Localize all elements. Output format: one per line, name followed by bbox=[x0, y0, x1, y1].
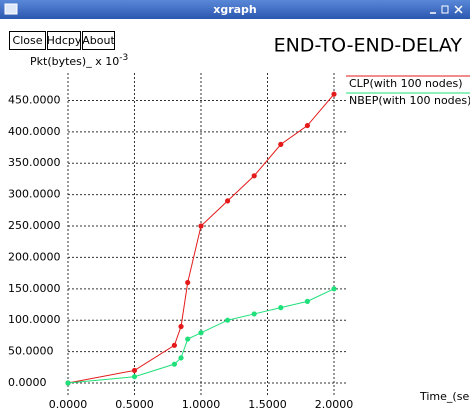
y-tick-label: 50.0000 bbox=[8, 345, 54, 358]
x-tick-label: 1.0000 bbox=[182, 398, 221, 410]
title-bar bbox=[0, 0, 470, 19]
data-point bbox=[331, 286, 337, 292]
window-icon bbox=[4, 3, 18, 15]
data-point bbox=[225, 317, 231, 323]
about-button-label[interactable]: About bbox=[82, 34, 115, 47]
data-point bbox=[251, 173, 257, 179]
data-point bbox=[178, 323, 184, 330]
y-tick-label: 300.0000 bbox=[8, 188, 61, 201]
data-point bbox=[131, 374, 138, 380]
y-axis-label-text: Pkt(bytes)_ x 10 bbox=[30, 55, 119, 68]
data-point bbox=[251, 311, 257, 317]
y-axis-label: Pkt(bytes)_ x 10-3 bbox=[30, 53, 128, 69]
y-tick-label: 250.0000 bbox=[8, 219, 61, 232]
data-point bbox=[171, 342, 177, 348]
data-point bbox=[185, 279, 191, 286]
about-button[interactable] bbox=[82, 31, 115, 50]
data-point bbox=[278, 141, 284, 147]
y-tick-label: 350.0000 bbox=[8, 156, 61, 169]
maximize-button[interactable] bbox=[441, 5, 449, 14]
data-point bbox=[185, 336, 191, 342]
x-tick-label: 1.5000 bbox=[248, 398, 287, 410]
legend-label: CLP(with 100 nodes) bbox=[349, 77, 463, 90]
x-tick-label: 2.0000 bbox=[315, 398, 354, 410]
hdcpy-button[interactable] bbox=[47, 31, 81, 50]
close-button[interactable] bbox=[9, 31, 46, 50]
close-button-label[interactable]: Close bbox=[13, 34, 43, 47]
y-tick-label: 100.0000 bbox=[8, 313, 61, 326]
data-point bbox=[171, 361, 177, 367]
y-tick-label: 450.0000 bbox=[8, 93, 61, 106]
data-point bbox=[65, 380, 71, 386]
data-point bbox=[304, 122, 310, 129]
x-axis-label: Time_(sec) bbox=[419, 390, 470, 403]
chart-title: END-TO-END-DELAY bbox=[274, 35, 463, 57]
hdcpy-button-label[interactable]: Hdcpy bbox=[47, 34, 82, 47]
y-tick-label: 200.0000 bbox=[8, 250, 61, 263]
data-point bbox=[178, 355, 184, 361]
y-tick-label: 400.0000 bbox=[8, 125, 61, 138]
close-window-button[interactable] bbox=[454, 5, 463, 14]
data-point bbox=[278, 305, 284, 311]
legend-label: NBEP(with 100 nodes) bbox=[349, 94, 470, 107]
y-axis-label-exponent: -3 bbox=[119, 53, 128, 63]
data-point bbox=[198, 223, 204, 229]
data-point bbox=[331, 91, 337, 97]
data-point bbox=[198, 330, 204, 336]
data-point bbox=[304, 298, 310, 304]
y-tick-label: 0.0000 bbox=[8, 376, 47, 389]
x-tick-label: 0.0000 bbox=[49, 398, 88, 410]
y-tick-label: 150.0000 bbox=[8, 282, 61, 295]
x-tick-label: 0.5000 bbox=[115, 398, 154, 410]
data-point bbox=[131, 367, 138, 374]
window-title: xgraph bbox=[213, 3, 257, 16]
data-point bbox=[225, 198, 231, 204]
